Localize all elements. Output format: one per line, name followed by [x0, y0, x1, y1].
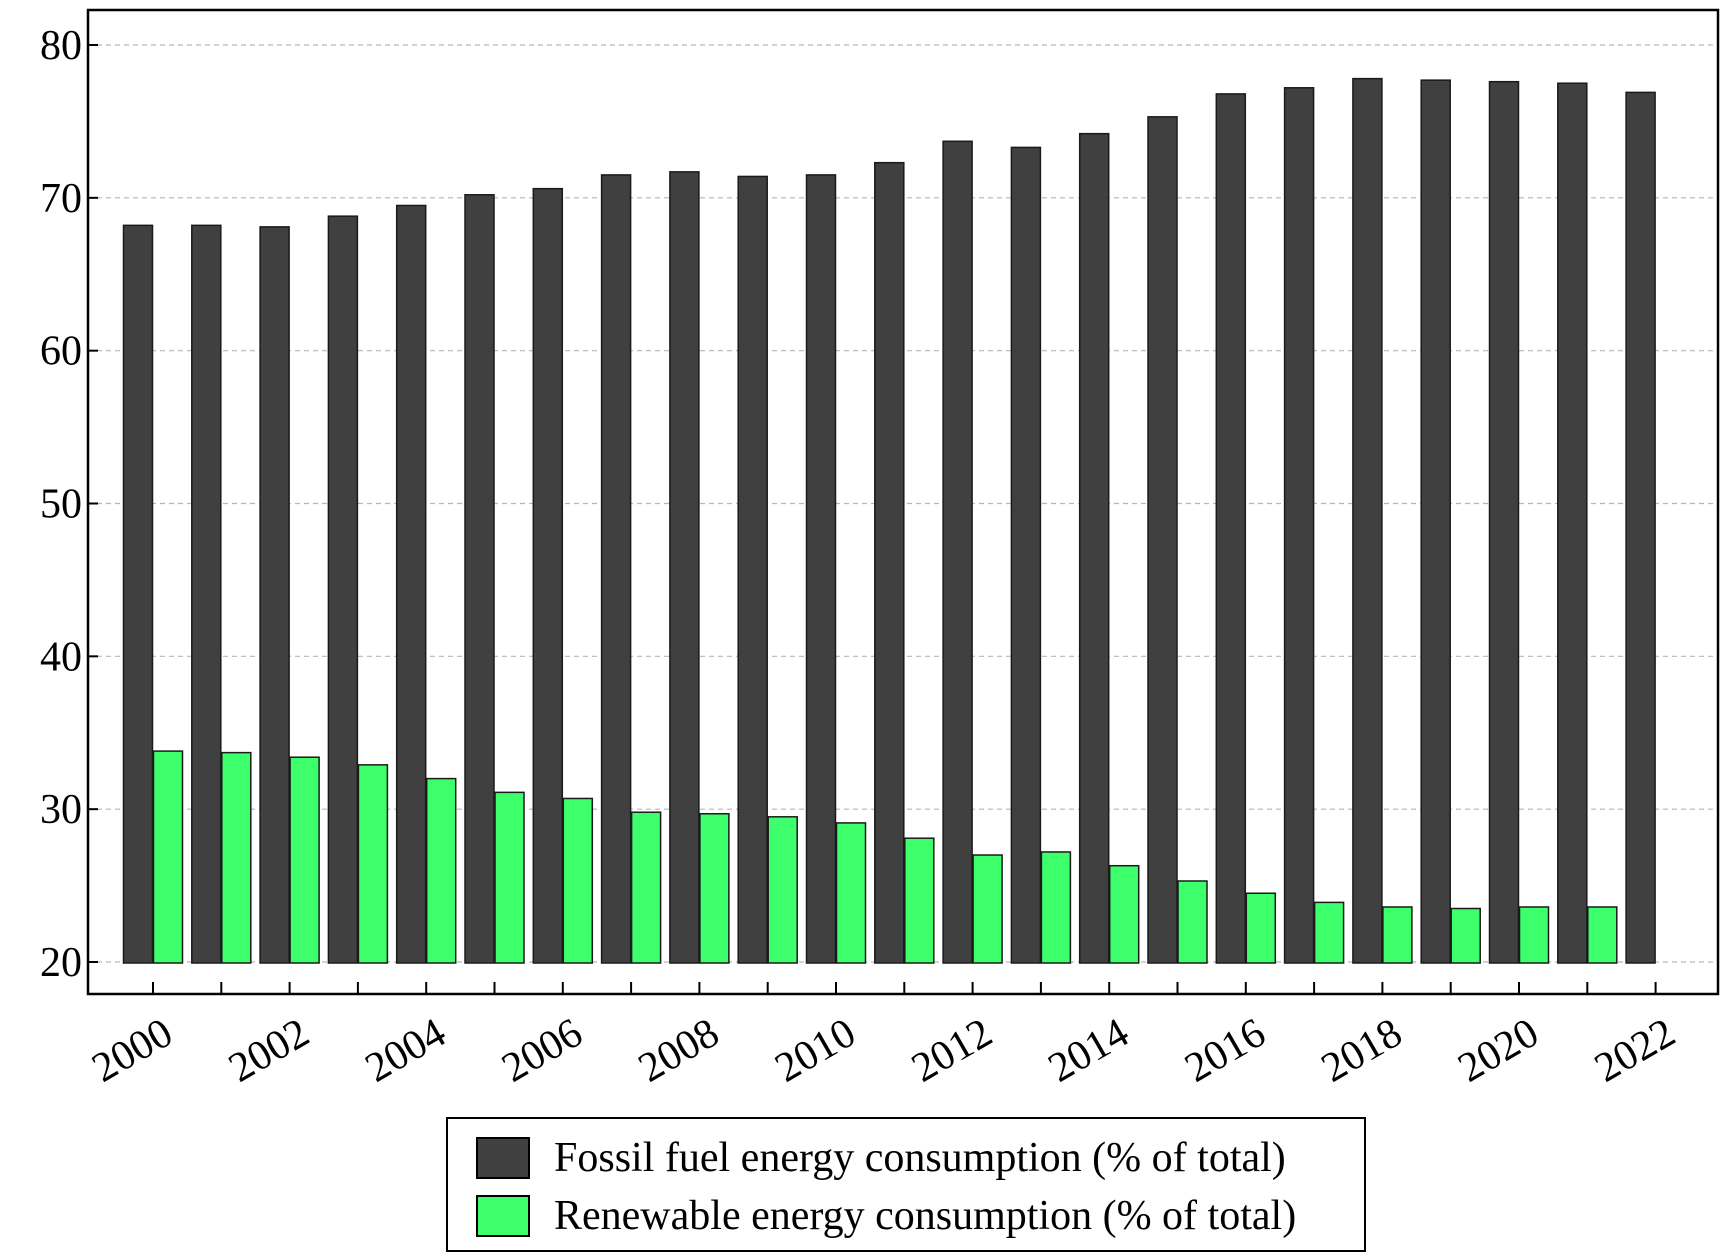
bar-fossil [1010, 146, 1042, 964]
bar-fossil [191, 224, 222, 964]
bar-renewable [1040, 851, 1072, 964]
x-tick-label: 2014 [1041, 1010, 1137, 1092]
bar-fossil [600, 174, 632, 964]
bar-fossil [259, 226, 290, 964]
bar-renewable [904, 837, 935, 964]
legend-item-fossil: Fossil fuel energy consumption (% of tot… [476, 1135, 1286, 1181]
x-tick-label: 2004 [358, 1010, 454, 1092]
bar-fossil [395, 204, 427, 964]
bar-fossil [1078, 132, 1110, 964]
bar-fossil [874, 161, 905, 964]
bar-fossil [532, 187, 564, 964]
bar-fossil [1283, 87, 1315, 964]
bar-renewable [357, 764, 389, 964]
bar-renewable [152, 750, 184, 964]
bar-fossil [669, 171, 700, 964]
x-tick-label: 2006 [494, 1010, 590, 1092]
bar-fossil [122, 224, 154, 964]
legend-label-fossil: Fossil fuel energy consumption (% of tot… [554, 1135, 1286, 1181]
legend-swatch-fossil [476, 1137, 530, 1179]
y-tick-label: 50 [40, 482, 82, 528]
legend-label-renewable: Renewable energy consumption (% of total… [554, 1193, 1297, 1239]
y-tick-label: 30 [40, 787, 82, 833]
bar-fossil [327, 215, 359, 964]
y-tick-label: 80 [40, 23, 82, 69]
bar-fossil [1215, 93, 1247, 964]
bar-renewable [630, 811, 662, 964]
x-tick-label: 2008 [631, 1010, 727, 1092]
bar-renewable [289, 756, 320, 964]
bar-fossil [737, 175, 768, 964]
x-tick-label: 2022 [1587, 1010, 1683, 1092]
legend-swatch-renewable [476, 1195, 530, 1237]
bar-fossil [1488, 80, 1520, 964]
bar-fossil [805, 174, 837, 964]
legend-item-renewable: Renewable energy consumption (% of total… [476, 1193, 1296, 1239]
bar-renewable [1382, 906, 1413, 964]
bar-renewable [1177, 880, 1208, 964]
bar-fossil [1352, 77, 1383, 964]
plot-frame [86, 8, 1720, 996]
bar-renewable [1587, 906, 1618, 964]
bar-renewable [699, 813, 730, 964]
bar-fossil [1625, 91, 1656, 964]
bar-renewable [1313, 901, 1345, 964]
x-tick-label: 2016 [1177, 1010, 1273, 1092]
y-tick-label: 20 [40, 940, 82, 986]
bar-renewable [1518, 906, 1550, 964]
y-tick-label: 40 [40, 634, 82, 680]
y-tick-label: 60 [40, 329, 82, 375]
y-tick-label: 70 [40, 176, 82, 222]
bar-fossil [942, 140, 973, 964]
legend: Fossil fuel energy consumption (% of tot… [446, 1117, 1366, 1252]
bar-fossil [1420, 79, 1451, 964]
bar-fossil [464, 194, 495, 964]
bar-renewable [1450, 907, 1481, 964]
x-tick-label: 2020 [1451, 1010, 1547, 1092]
x-tick-label: 2010 [768, 1010, 864, 1092]
bar-renewable [972, 854, 1003, 964]
bar-renewable [1245, 892, 1277, 964]
x-tick-label: 2000 [85, 1010, 181, 1092]
bar-fossil [1557, 82, 1588, 964]
bar-renewable [835, 822, 867, 964]
bar-renewable [494, 791, 525, 964]
x-tick-label: 2018 [1314, 1010, 1410, 1092]
x-tick-label: 2002 [221, 1010, 317, 1092]
bar-renewable [767, 816, 798, 964]
bar-renewable [221, 751, 252, 964]
bar-renewable [425, 777, 457, 964]
bar-fossil [1147, 116, 1178, 964]
bar-renewable [562, 797, 594, 964]
bar-renewable [1108, 864, 1140, 964]
x-tick-label: 2012 [904, 1010, 1000, 1092]
